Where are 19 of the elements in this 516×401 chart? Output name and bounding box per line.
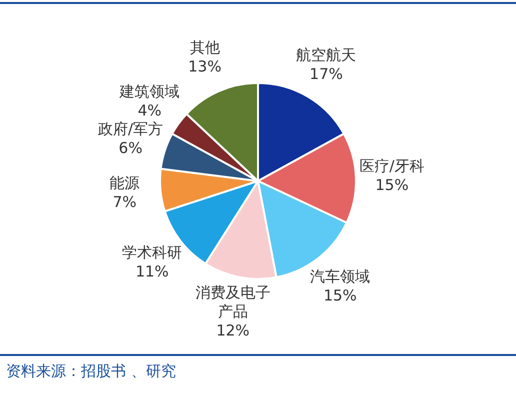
data-label: 15% [375, 176, 409, 194]
slice-label: 医疗/牙科 [359, 157, 424, 176]
data-label: 4% [138, 102, 162, 120]
data-label: 6% [118, 138, 142, 157]
data-label: 17% [310, 65, 343, 84]
data-label: 13% [188, 57, 222, 76]
slice-label: 政府/军方 [98, 120, 164, 138]
data-label: 7% [112, 193, 136, 211]
data-label: 15% [323, 286, 357, 304]
slice-label: 建筑领域 [118, 82, 180, 101]
slice-label: 航空航天 [296, 46, 356, 64]
slice-label: 汽车领域 [310, 267, 370, 286]
data-label: 11% [135, 262, 169, 281]
text: 资料来源：招股书 、研究 [6, 362, 176, 381]
slice-label: 消费及电子产品 [195, 284, 270, 321]
slice-label: 能源 [110, 174, 140, 192]
slice-label: 学术科研 [122, 244, 182, 262]
data-label: 12% [216, 322, 250, 340]
slice-label: 其他 [190, 38, 220, 56]
